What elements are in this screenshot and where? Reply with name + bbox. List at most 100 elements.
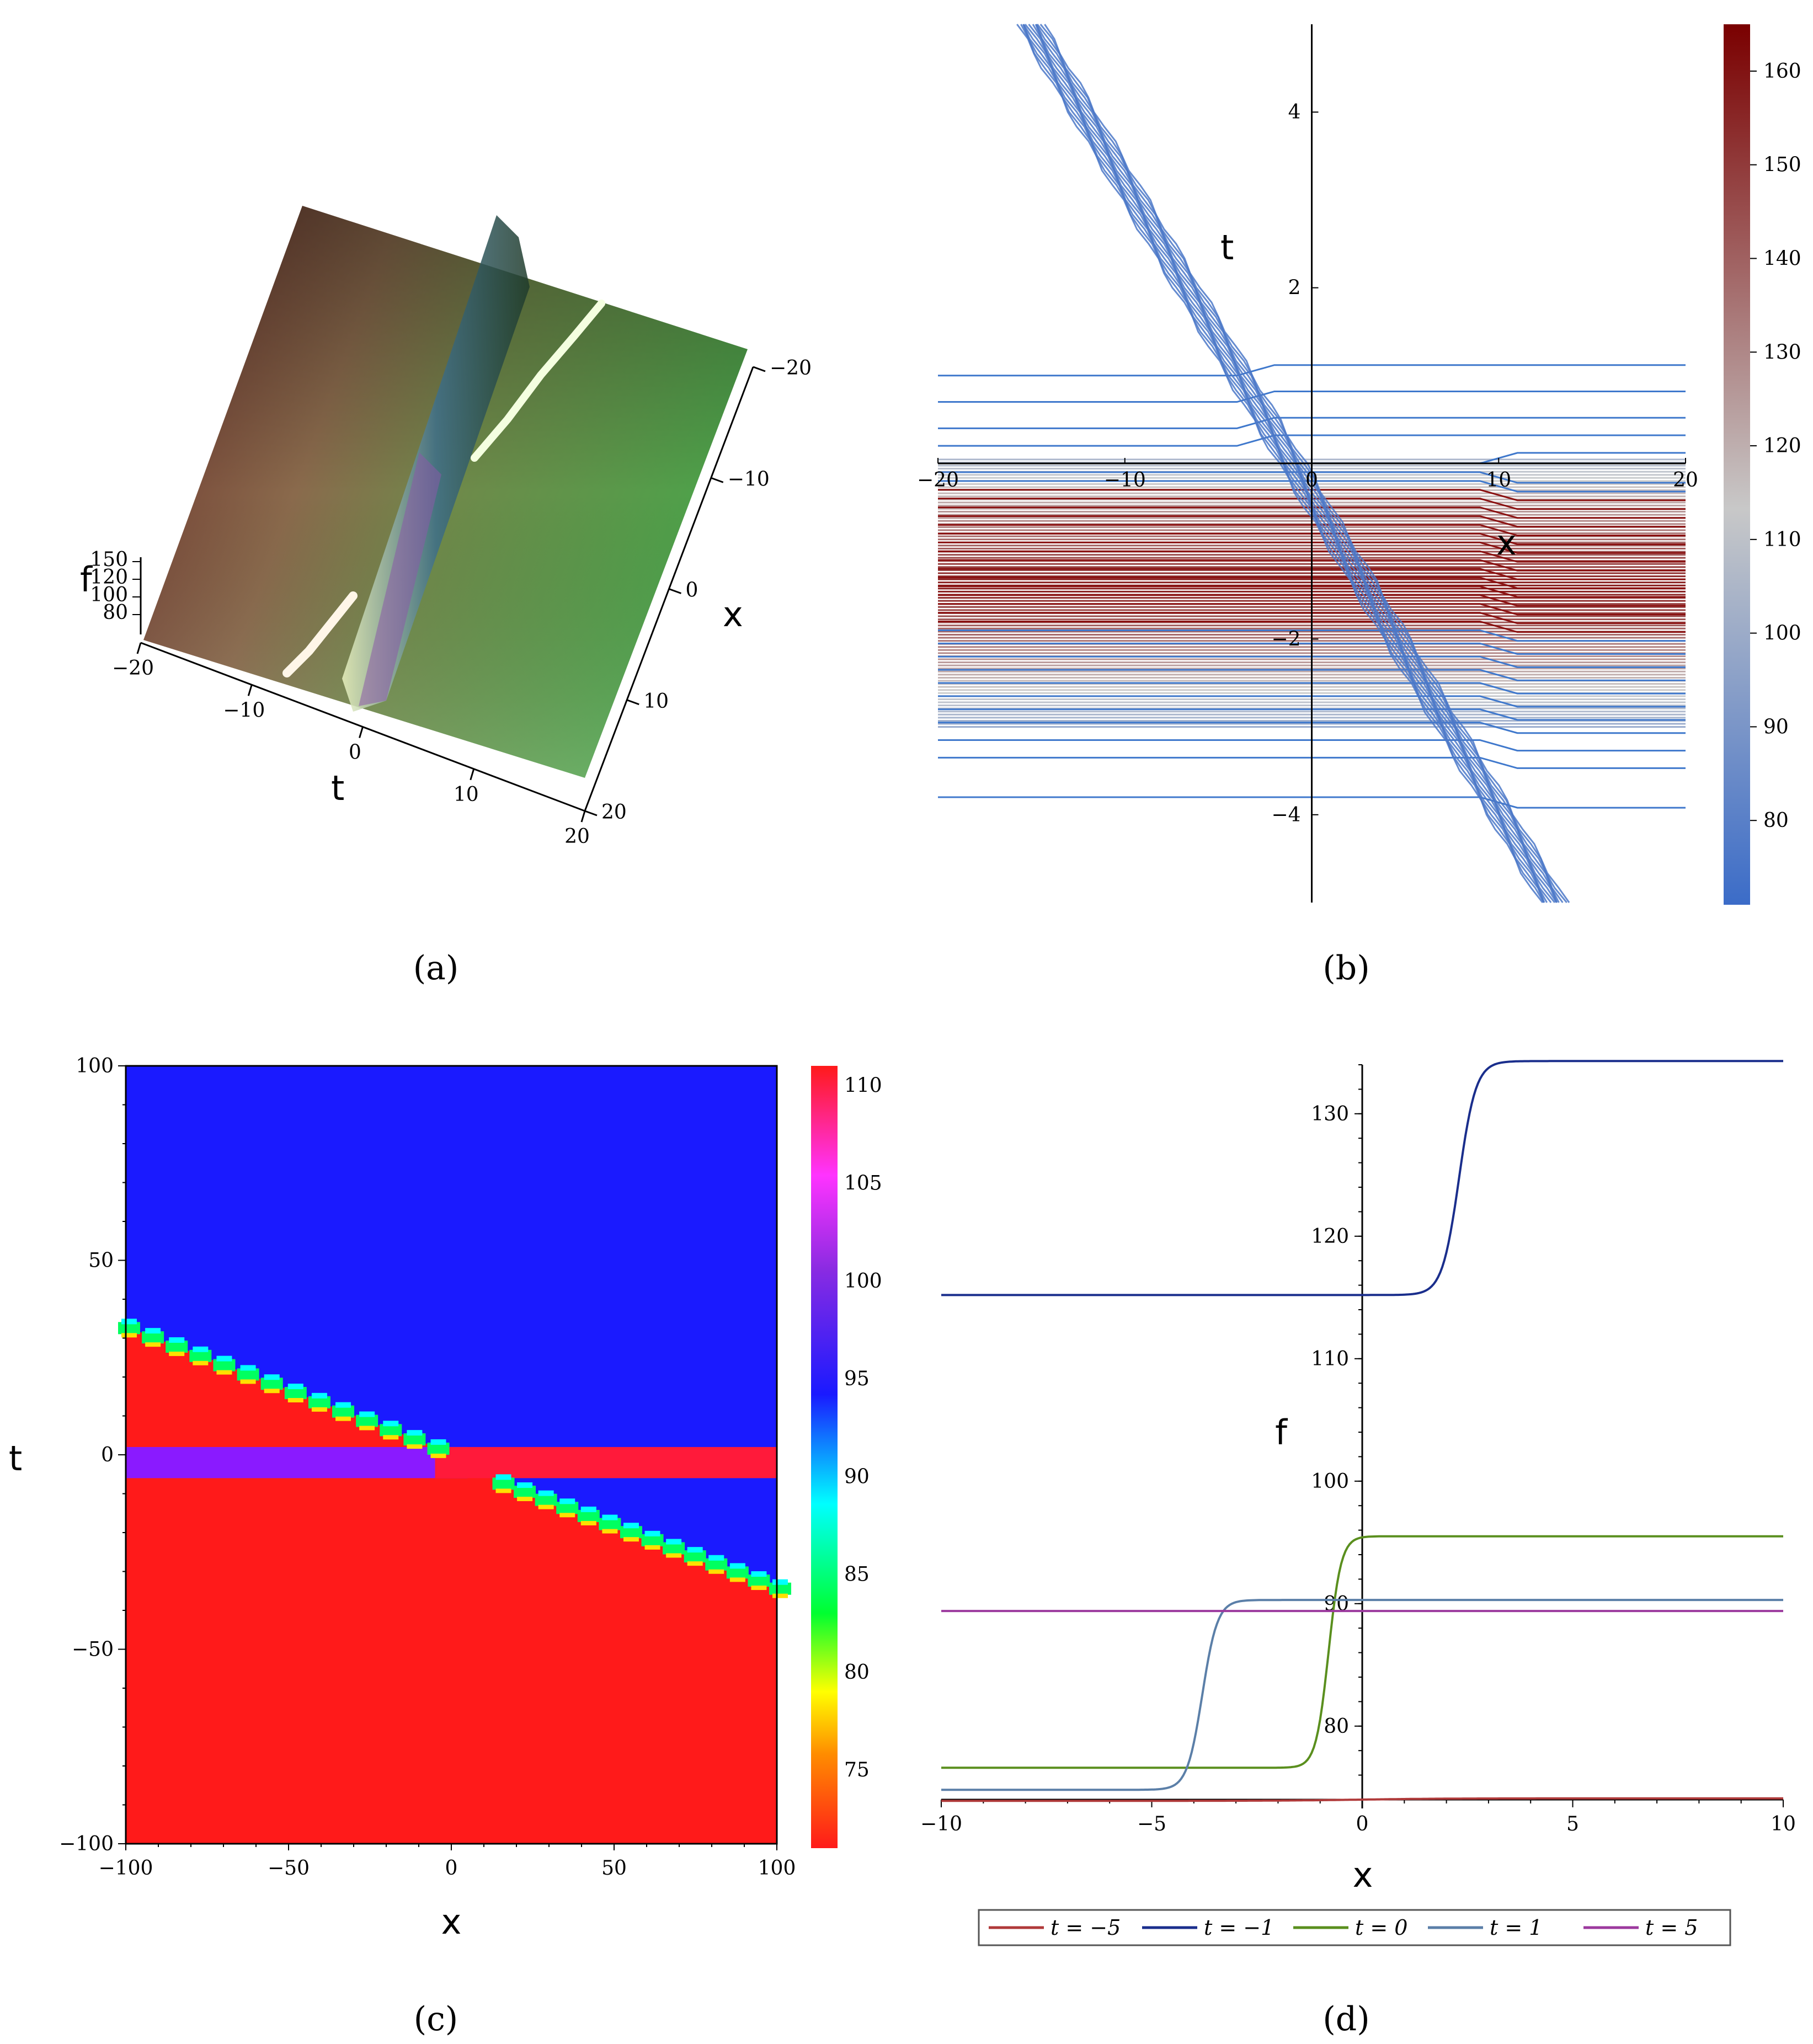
contour-level-line: [938, 669, 1686, 681]
boundary-cell-left-edge: [430, 1453, 446, 1458]
x-tick-label: −10: [1104, 469, 1146, 492]
contour-level-line: [938, 612, 1686, 625]
boundary-cell-left-edge: [216, 1370, 232, 1375]
colorbar-tick-label: 150: [1763, 154, 1801, 177]
panel-b-ylabel: t: [1220, 227, 1234, 268]
boundary-cell-left: [427, 1442, 450, 1455]
contour-level-line: [938, 594, 1686, 607]
y-tick-label: 130: [1311, 1103, 1349, 1125]
x-tick-mark: [626, 699, 639, 706]
boundary-cell-right: [684, 1550, 706, 1563]
boundary-cell-left: [332, 1405, 355, 1418]
y-tick-label: 50: [88, 1250, 114, 1272]
z-tick-label: 80: [103, 601, 128, 624]
strip-left: [126, 1447, 468, 1479]
y-tick-label: −100: [59, 1833, 114, 1855]
t-tick-mark: [247, 684, 253, 696]
colorbar-tick-label: 140: [1763, 247, 1801, 270]
caption-d: (d): [1323, 2000, 1369, 2038]
colorbar-tick-label: 100: [844, 1270, 882, 1293]
contour-level-line: [938, 480, 1686, 493]
contour-level-line: [938, 524, 1686, 537]
boundary-cell-left: [118, 1322, 140, 1335]
boundary-cell-left-edge: [335, 1402, 351, 1408]
panel-b-xlabel: x: [1496, 522, 1517, 563]
boundary-cell-left-edge: [240, 1365, 256, 1371]
x-tick-label: 20: [601, 801, 627, 824]
legend-label-1: t = −1: [1204, 1915, 1274, 1940]
x-tick-label: −50: [268, 1857, 310, 1880]
panel-d-xlabel: x: [1353, 1855, 1373, 1895]
panel-a-tlabel: t: [331, 768, 344, 808]
boundary-cell-right-edge: [772, 1593, 788, 1598]
colorbar-tick-label: 100: [1763, 622, 1801, 645]
boundary-cell-left-edge: [383, 1421, 399, 1427]
boundary-cell-right-edge: [729, 1577, 745, 1582]
boundary-cell-right: [620, 1526, 642, 1539]
boundary-cell-right-edge: [644, 1530, 660, 1536]
boundary-cell-right-edge: [538, 1504, 554, 1509]
panel-c-heatmap: −100 −50 0 50 100 100 50 0 −50 −100 x t 110 105 100…: [9, 1055, 882, 2038]
boundary-cell-right: [705, 1558, 728, 1571]
y-tick-label: −4: [1271, 804, 1300, 826]
contour-level-line: [938, 471, 1686, 484]
colorbar-tick-label: 160: [1763, 60, 1801, 83]
colorbar-tick-label: 90: [844, 1465, 870, 1488]
x-tick-mark: [711, 477, 724, 483]
contour-level-line: [938, 568, 1686, 580]
boundary-cell-left-edge: [169, 1351, 185, 1356]
x-tick-label: −10: [728, 468, 770, 490]
x-tick-label: 50: [601, 1857, 627, 1880]
boundary-cell-left-edge: [407, 1430, 423, 1436]
series-line-2: [941, 1535, 1783, 1769]
boundary-cell-right-edge: [580, 1520, 596, 1525]
legend: t = −5 t = −1 t = 0 t = 1 t = 5: [989, 1915, 1698, 1940]
x-tick-label: 0: [686, 579, 698, 602]
contour-level-line: [938, 532, 1686, 545]
contour-level-line: [938, 515, 1686, 528]
caption-a: (a): [413, 949, 459, 988]
contour-level-line: [938, 642, 1686, 655]
boundary-cell-left-edge: [311, 1407, 327, 1412]
boundary-cell-right-edge: [623, 1537, 639, 1542]
contour-level-line: [938, 489, 1686, 501]
boundary-cell-left-edge: [311, 1392, 327, 1399]
boundary-cell-right-edge: [687, 1561, 703, 1566]
x-tick-label: 0: [1356, 1813, 1369, 1835]
valley-shadow: [359, 452, 441, 706]
boundary-cell-right-edge: [751, 1571, 767, 1577]
series-line-0: [941, 1797, 1783, 1802]
x-tick-mark: [584, 810, 598, 816]
boundary-cell-right: [556, 1502, 579, 1514]
t-tick-mark: [136, 642, 142, 654]
colorbar-tick-label: 85: [844, 1563, 870, 1586]
boundary-cell-left: [166, 1340, 188, 1353]
y-tick-label: 0: [101, 1444, 114, 1466]
boundary-cell-right-edge: [772, 1579, 788, 1585]
boundary-cell-left-edge: [407, 1444, 423, 1449]
colorbar-c: [811, 1066, 838, 1848]
boundary-cell-right-edge: [623, 1523, 639, 1529]
colorbar-tick-label: 120: [1763, 435, 1801, 457]
panel-b-contour-plot: −20 −10 0 10 20 4 2 −2 −4 x t 160 150 140 130 120 110…: [917, 24, 1801, 988]
soliton-ridge-crest: [471, 300, 605, 462]
boundary-cell-left-edge: [121, 1333, 137, 1338]
contour-level-line: [938, 364, 1686, 377]
panel-a-zlabel: f: [80, 559, 93, 600]
colorbar-tick-label: 75: [844, 1759, 870, 1781]
contour-level-line: [938, 756, 1686, 769]
t-tick-mark: [580, 810, 586, 823]
colorbar-tick-label: 80: [1763, 809, 1789, 832]
boundary-cell-right: [748, 1575, 770, 1587]
panel-a-t-ticks: −20 −10 0 10 20: [112, 642, 590, 848]
boundary-cell-right-edge: [602, 1514, 618, 1520]
boundary-cell-left-edge: [287, 1384, 303, 1390]
x-tick-label: −20: [917, 469, 959, 492]
boundary-cell-left: [284, 1387, 307, 1400]
boundary-cell-left-edge: [145, 1328, 161, 1334]
contour-level-line: [938, 506, 1686, 519]
contour-level-line: [938, 621, 1686, 633]
